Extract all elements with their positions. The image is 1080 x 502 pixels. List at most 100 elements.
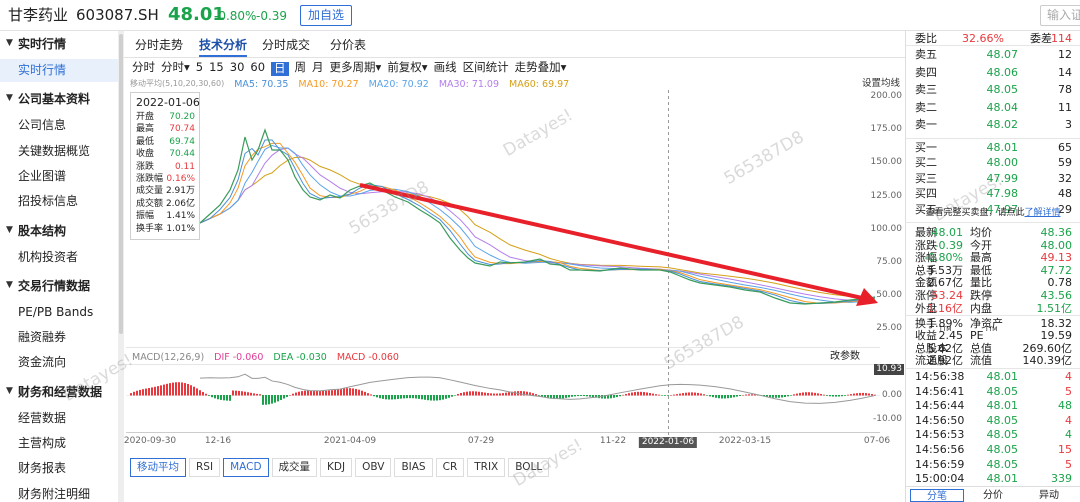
sidebar-item[interactable]: 融资融券 (18, 330, 67, 345)
macd-bar (130, 393, 132, 396)
macd-bar (181, 382, 183, 396)
toolbar-item[interactable]: 区间统计 (462, 60, 509, 74)
toolbar-item[interactable]: 15 (209, 60, 224, 74)
macd-bar (325, 390, 327, 396)
indicator-tab[interactable]: RSI (189, 458, 221, 477)
macd-bar (379, 395, 381, 399)
price-tick-label: 75.00 (876, 257, 902, 267)
macd-bar (541, 395, 543, 397)
sidebar-item[interactable]: 经营数据 (18, 410, 67, 425)
section-title[interactable]: 财务和经营数据 (18, 384, 103, 399)
tab[interactable]: 分时走势 (135, 38, 184, 52)
bottom-tab[interactable]: 分价 (983, 490, 1003, 501)
section-title[interactable]: 实时行情 (18, 37, 67, 51)
sidebar-item[interactable]: 企业图谱 (18, 168, 67, 183)
info-label: 涨跌 (136, 161, 155, 172)
section-title[interactable]: 股本结构 (18, 223, 67, 238)
tab[interactable]: 分价表 (330, 38, 367, 52)
toolbar-item[interactable]: 周 (294, 60, 307, 74)
macd-param-button[interactable]: 改参数 (830, 351, 860, 362)
macd-bar (466, 391, 468, 396)
macd-bar (172, 382, 174, 396)
bottom-tab[interactable]: 异动 (1039, 490, 1059, 501)
macd-bar (160, 385, 162, 396)
indicator-tab[interactable]: BOLL (508, 458, 550, 477)
sidebar-item[interactable]: 关键数据概览 (18, 143, 91, 158)
book-label: 卖二 (915, 100, 937, 114)
stat-value: 0.78 (1047, 276, 1073, 290)
indicator-tab[interactable]: CR (435, 458, 465, 477)
macd-bar (715, 395, 717, 398)
stat-label: 均价 (970, 226, 992, 239)
info-label: 涨跌幅 (136, 174, 164, 184)
add-watchlist-button[interactable]: 加自选 (300, 5, 352, 26)
toolbar-item[interactable]: 60 (250, 60, 266, 74)
macd-bar (628, 393, 630, 396)
macd-bar (349, 388, 351, 396)
trade-volume: 4 (1065, 428, 1072, 442)
tab[interactable]: 分时成交 (262, 38, 311, 52)
x-tick-label: 2020-09-30 (123, 436, 177, 446)
notice-link[interactable]: 了解详情 (1024, 208, 1061, 218)
section-arrow: ▼ (6, 385, 13, 396)
search-box[interactable]: 输入证 (1040, 5, 1080, 26)
toolbar-item[interactable]: 日 (271, 62, 289, 76)
ma-settings[interactable]: 设置均线 (862, 78, 901, 89)
macd-bar (430, 395, 432, 401)
bottom-tab[interactable]: 分笔 (910, 489, 964, 502)
macd-bar (256, 393, 258, 396)
macd-bar (148, 388, 150, 396)
book-volume: 3 (1065, 118, 1072, 131)
indicator-tab[interactable]: OBV (355, 458, 392, 477)
stat-value: 2.67亿 (927, 276, 964, 290)
macd-bar (367, 393, 369, 396)
stat-value: 48.01 (931, 226, 964, 239)
toolbar-item[interactable]: 分时▾ (161, 60, 190, 74)
trade-time: 14:56:41 (915, 384, 965, 398)
macd-bar (343, 388, 345, 396)
sidebar-item[interactable]: 机构投资者 (18, 249, 79, 264)
sidebar-item[interactable]: 招投标信息 (18, 194, 79, 209)
sidebar-bg (0, 30, 118, 502)
macd-bar (415, 395, 417, 399)
indicator-tab[interactable]: MACD (223, 458, 269, 477)
indicator-tab[interactable]: BIAS (394, 458, 433, 477)
macd-bar (829, 395, 831, 397)
fund-label: 流值 (970, 354, 992, 368)
tab[interactable]: 技术分析 (199, 38, 248, 52)
toolbar-item[interactable]: 更多周期▾ (329, 60, 382, 74)
macd-bar (190, 385, 192, 396)
toolbar-item[interactable]: 30 (229, 60, 245, 74)
sidebar-item[interactable]: 公司信息 (18, 118, 67, 133)
macd-bar (742, 394, 744, 396)
indicator-tab[interactable]: TRIX (467, 458, 506, 477)
toolbar-item[interactable]: 走势叠加▾ (514, 60, 567, 74)
macd-bar (460, 393, 462, 396)
book-price: 47.97 (986, 202, 1019, 216)
stat-label: 金额 (915, 276, 937, 290)
trade-price: 48.05 (986, 413, 1019, 427)
toolbar-item[interactable]: 画线 (433, 60, 457, 74)
book-price: 48.04 (986, 100, 1019, 114)
sidebar-item[interactable]: 主营构成 (18, 436, 67, 450)
sidebar-item[interactable]: 财务报表 (18, 461, 67, 476)
toolbar-item[interactable]: 5 (195, 60, 204, 74)
macd-bar (268, 395, 270, 405)
toolbar-item[interactable]: 分时 (132, 60, 155, 74)
section-title[interactable]: 交易行情数据 (18, 278, 91, 293)
macd-bar (211, 395, 213, 398)
sidebar-item[interactable]: 资金流向 (18, 355, 67, 370)
sidebar-item[interactable]: 实时行情 (0, 59, 118, 82)
macd-bar (703, 394, 705, 396)
sidebar-item[interactable]: PE/PB Bands (18, 304, 94, 319)
section-title[interactable]: 公司基本资料 (18, 92, 91, 107)
indicator-tab[interactable]: 成交量 (271, 458, 318, 477)
info-value: 0.11 (174, 161, 195, 172)
indicator-tab[interactable]: KDJ (320, 458, 353, 477)
sidebar-item[interactable]: 财务附注明细 (18, 486, 91, 501)
macd-bar (499, 393, 501, 396)
indicator-tab[interactable]: 移动平均 (130, 458, 186, 477)
macd-bar (277, 395, 279, 402)
toolbar-item[interactable]: 月 (312, 60, 324, 74)
toolbar-item[interactable]: 前复权▾ (387, 60, 428, 74)
